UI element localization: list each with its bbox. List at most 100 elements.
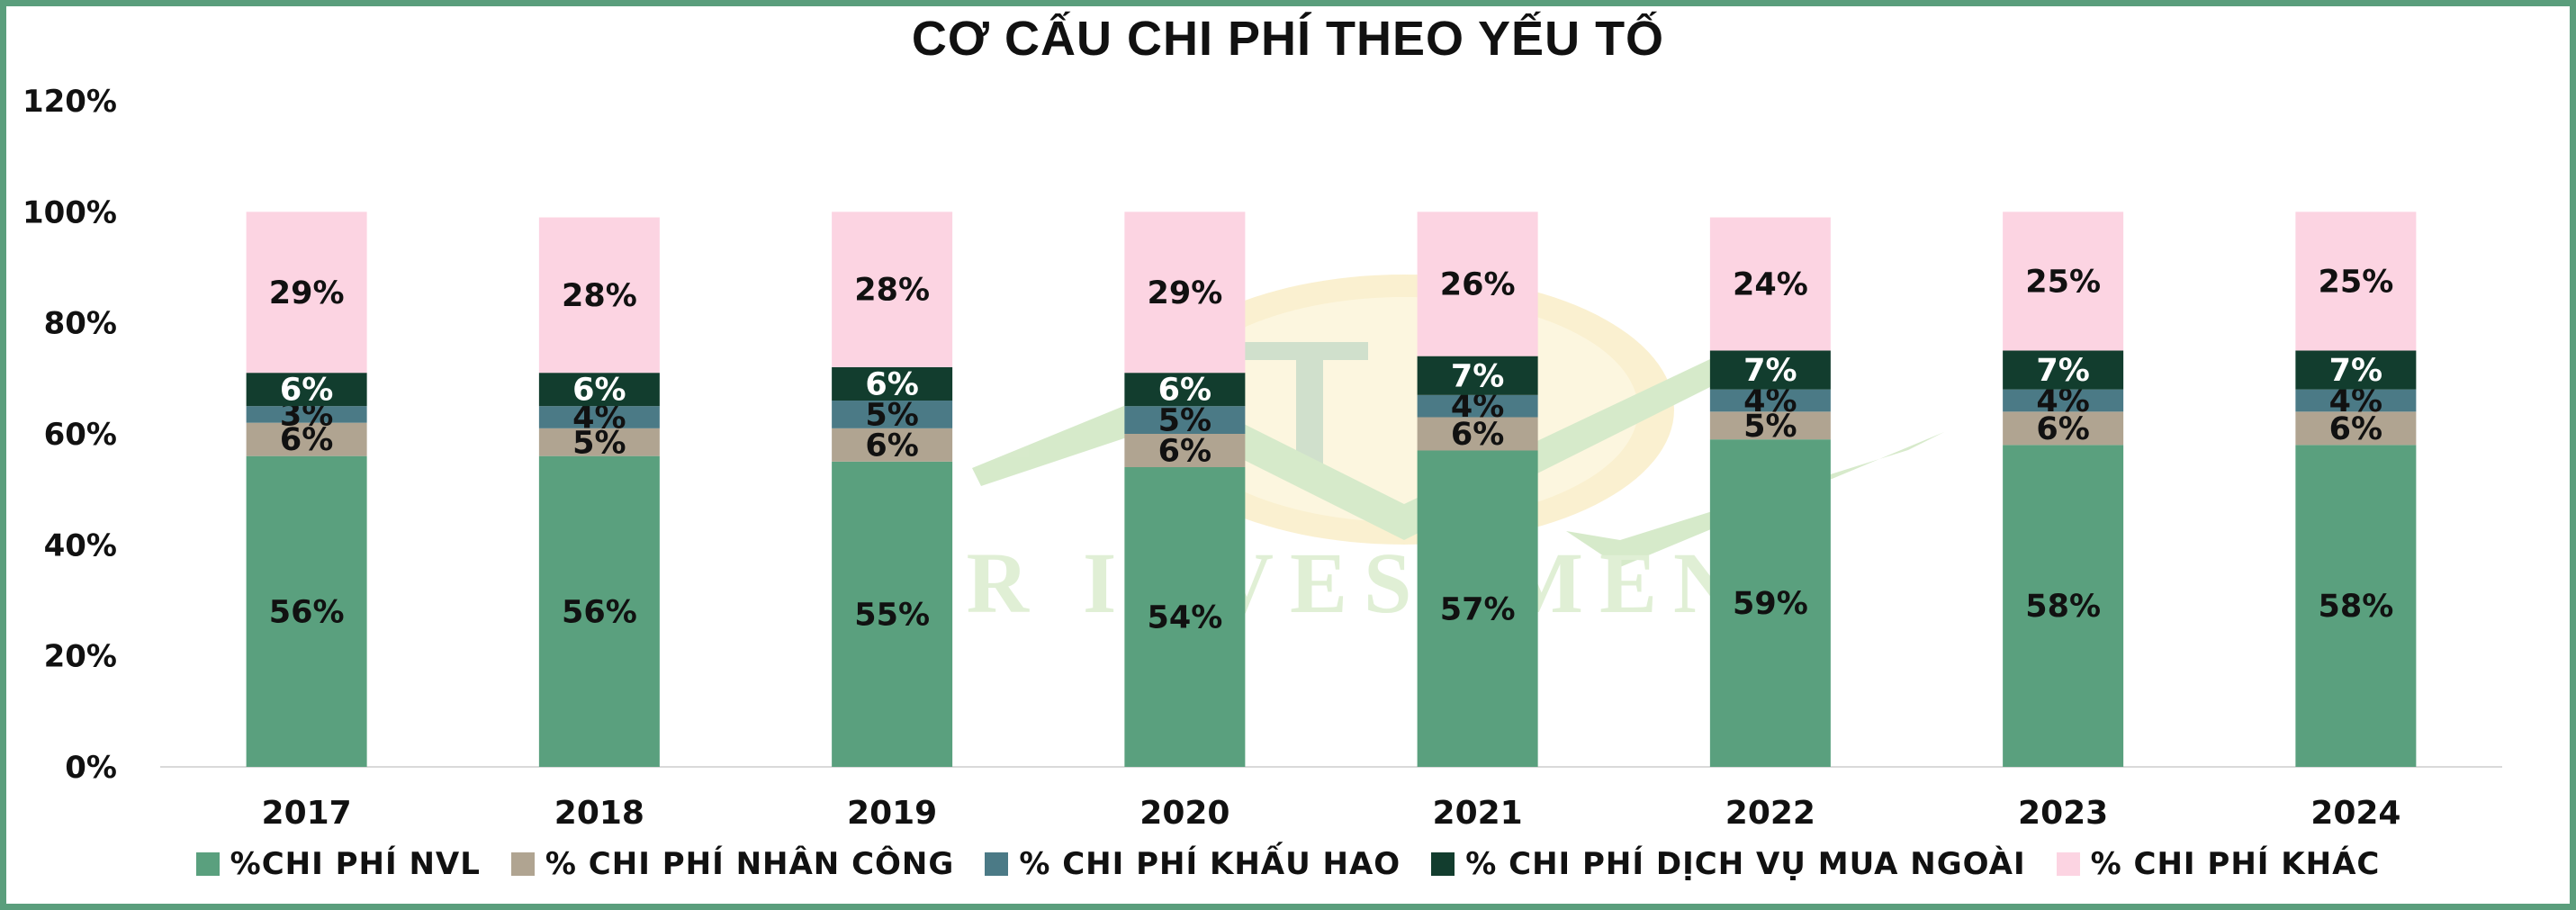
data-label-2020-s2: 5% [1158,403,1211,439]
bar-segment-2024-s4 [2295,212,2417,351]
data-label-2024-s3: 7% [2329,353,2382,389]
data-label-2022-s4: 24% [1733,267,1808,303]
x-tick-label: 2020 [1139,795,1229,832]
chart-title: CƠ CẤU CHI PHÍ THEO YẾU TỐ [911,12,1665,66]
legend-item-s0: %CHI PHÍ NVL [195,846,481,882]
y-tick-label: 0% [65,750,117,786]
data-label-2019-s4: 28% [854,273,930,309]
x-tick-label: 2022 [1725,795,1815,832]
bar-segment-2018-s3 [538,373,660,407]
y-tick-label: 40% [44,527,117,563]
y-tick-label: 120% [23,84,117,120]
bar-segment-2017-s0 [246,455,367,767]
bar-segment-2021-s1 [1417,417,1538,451]
legend-label: % CHI PHÍ NHÂN CÔNG [545,846,955,882]
y-tick-label: 100% [23,194,117,230]
legend-swatch [195,852,220,876]
bar-segment-2020-s3 [1124,373,1246,407]
bar-segment-2024-s1 [2295,411,2417,446]
data-label-2021-s0: 57% [1440,591,1516,627]
y-tick-label: 80% [44,306,117,342]
data-label-2024-s4: 25% [2318,264,2393,300]
y-axis: 0% 20% 40% 60% 80% 100% 120% [23,84,117,786]
data-label-2022-s1: 5% [1743,409,1797,445]
bar-segment-2017-s2 [246,406,367,423]
bar-segment-2020-s2 [1124,406,1246,434]
data-label-2020-s1: 6% [1158,434,1211,470]
bar-segment-2023-s2 [2003,389,2124,412]
bar-segment-2020-s1 [1124,434,1246,467]
data-label-2017-s4: 29% [269,275,345,311]
x-tick-label: 2018 [554,795,644,832]
legend-swatch [985,852,1009,876]
data-label-2019-s0: 55% [854,597,930,633]
data-label-2018-s4: 28% [562,278,637,314]
legend-swatch [510,852,535,876]
bar-segment-2024-s2 [2295,389,2417,412]
data-label-2017-s3: 6% [280,373,333,409]
data-label-2018-s3: 6% [572,373,626,409]
bar-segment-2017-s4 [246,212,367,374]
legend-label: %CHI PHÍ NVL [230,846,481,882]
data-label-2020-s4: 29% [1147,275,1222,311]
data-label-2023-s4: 25% [2025,264,2101,300]
watermark-text: TR INVESTMENT [893,535,1826,631]
legend-swatch [1431,852,1455,876]
bar-segment-2022-s4 [1709,217,1831,351]
bar-segment-2017-s3 [246,373,367,407]
legend-label: % CHI PHÍ DỊCH VỤ MUA NGOÀI [1465,846,2026,882]
bar-segment-2018-s4 [538,217,660,374]
data-label-2022-s0: 59% [1733,586,1808,622]
x-tick-label: 2024 [2310,795,2400,832]
data-label-2018-s0: 56% [562,594,637,630]
data-label-2019-s3: 6% [865,367,918,403]
legend-label: % CHI PHÍ KHẤU HAO [1019,846,1401,882]
data-label-2021-s4: 26% [1440,267,1516,303]
bar-segment-2021-s2 [1417,394,1538,418]
x-tick-label: 2023 [2018,795,2108,832]
legend-item-s2: % CHI PHÍ KHẤU HAO [985,846,1401,882]
bar-segment-2024-s0 [2295,445,2417,767]
bar-segment-2021-s0 [1417,450,1538,767]
legend-swatch [2056,852,2080,876]
x-tick-label: 2021 [1433,795,1523,832]
data-label-2019-s1: 6% [865,428,918,464]
data-label-2017-s1: 6% [280,422,333,458]
bar-segment-2018-s2 [538,406,660,428]
bar-segment-2019-s2 [832,401,953,428]
legend-label: % CHI PHÍ KHÁC [2090,846,2381,882]
data-label-2017-s0: 56% [269,594,345,630]
data-label-2022-s3: 7% [1743,353,1797,389]
bar-segment-2019-s1 [832,428,953,462]
bar-segment-2020-s4 [1124,212,1246,374]
x-tick-label: 2019 [847,795,937,832]
bar-segment-2018-s0 [538,455,660,767]
y-tick-label: 60% [44,417,117,453]
bar-segment-2022-s2 [1709,389,1831,412]
x-tick-label: 2017 [262,795,352,832]
bar-segment-2023-s3 [2003,350,2124,390]
bar-segment-2021-s3 [1417,356,1538,395]
data-label-2023-s3: 7% [2036,353,2089,389]
bar-segment-2020-s0 [1124,467,1246,767]
bars-group: 56%6%3%6%29%56%5%4%6%28%55%6%5%6%28%54%6… [246,212,2417,767]
data-label-2024-s0: 58% [2318,589,2393,625]
bar-segment-2019-s4 [832,212,953,367]
bar-segment-2017-s1 [246,422,367,456]
data-label-2021-s1: 6% [1451,417,1504,453]
bar-segment-2019-s3 [832,367,953,401]
bar-segment-2024-s3 [2295,350,2417,390]
data-label-2019-s2: 5% [865,397,918,433]
bar-segment-2018-s1 [538,428,660,456]
data-label-2020-s0: 54% [1147,600,1222,636]
bar-segment-2022-s3 [1709,350,1831,390]
legend-item-s4: % CHI PHÍ KHÁC [2056,846,2381,882]
data-label-2020-s3: 6% [1158,373,1211,409]
bar-segment-2023-s0 [2003,445,2124,767]
data-label-2021-s3: 7% [1451,358,1504,394]
data-label-2024-s1: 6% [2329,411,2382,447]
x-axis: 2017 2018 2019 2020 2021 2022 2023 2024 [262,795,2401,832]
bar-segment-2019-s0 [832,461,953,767]
